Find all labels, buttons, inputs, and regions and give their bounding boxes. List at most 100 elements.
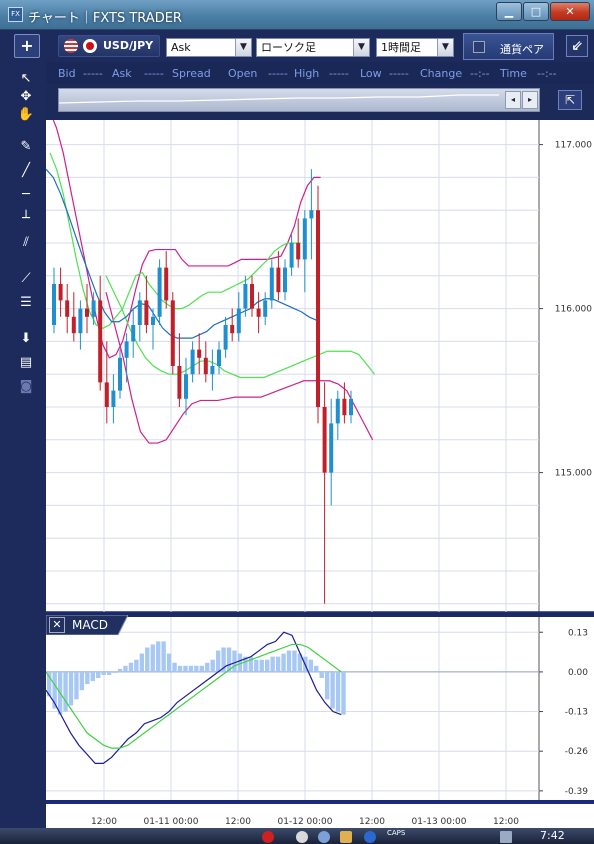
candle-body bbox=[276, 267, 281, 293]
maximize-button[interactable]: □ bbox=[523, 2, 549, 21]
currency-pair-label: USD/JPY bbox=[103, 39, 154, 52]
time-value: --:-- bbox=[470, 67, 490, 80]
drawing-toolbar: ↖ ✥ ✋ ✎ ╱ ─ ┴ ⫽ ⟋ ☰ ⬇ ▤ ◙ bbox=[0, 62, 46, 844]
macd-histogram-bar bbox=[112, 671, 117, 673]
vertical-line-icon[interactable]: ┴ bbox=[22, 211, 30, 226]
x-tick-label: 01-13 00:00 bbox=[412, 817, 467, 827]
fibonacci-icon[interactable]: ☰ bbox=[20, 295, 32, 310]
minimize-button[interactable]: ▁ bbox=[496, 2, 522, 21]
currency-pair-button[interactable]: USD/JPY bbox=[58, 35, 160, 57]
candle-body bbox=[197, 349, 202, 358]
us-flag-icon bbox=[64, 39, 78, 53]
macd-histogram-bar bbox=[314, 665, 319, 672]
help-icon[interactable] bbox=[364, 831, 376, 843]
change-value: ----- bbox=[389, 67, 409, 80]
candle-body bbox=[283, 267, 287, 293]
parallel-lines-icon[interactable]: ⫽ bbox=[23, 235, 29, 250]
candle-body bbox=[236, 308, 241, 334]
price-type-value: Ask bbox=[171, 41, 191, 54]
macd-histogram-bar bbox=[90, 671, 95, 682]
y-tick-label: 116.000 bbox=[555, 305, 592, 315]
camera-icon[interactable]: ◙ bbox=[19, 379, 33, 394]
macd-histogram-bar bbox=[106, 671, 112, 675]
ask-label: Ask bbox=[112, 67, 132, 80]
macd-histogram-bar bbox=[156, 641, 161, 672]
title-bar[interactable]: FX チャート｜FXTS TRADER ▁ □ ✕ bbox=[0, 0, 594, 30]
open-label: Open bbox=[228, 67, 258, 80]
macd-histogram-bar bbox=[139, 653, 145, 672]
macd-tick-label: 0.00 bbox=[568, 668, 588, 678]
low-value: ----- bbox=[329, 67, 349, 80]
spread-label: Spread bbox=[172, 67, 211, 80]
macd-histogram-bar bbox=[177, 665, 183, 672]
candle-body bbox=[289, 243, 294, 268]
candle-body bbox=[151, 316, 155, 325]
candle-body bbox=[256, 308, 261, 317]
scroll-left-button[interactable]: ◂ bbox=[505, 91, 521, 109]
trend-line-icon[interactable]: ╱ bbox=[22, 163, 30, 178]
crosshair-icon[interactable]: ✥ bbox=[20, 89, 32, 104]
macd-histogram-bar bbox=[188, 665, 194, 672]
macd-histogram-bar bbox=[237, 653, 243, 672]
download-icon[interactable]: ⬇ bbox=[20, 331, 32, 346]
candle-body bbox=[144, 300, 149, 325]
chart-type-select[interactable]: ローソク足 ▼ bbox=[256, 38, 370, 57]
add-chart-button[interactable]: + bbox=[14, 34, 40, 58]
macd-panel-bg bbox=[46, 617, 594, 800]
macd-histogram-bar bbox=[254, 659, 259, 672]
bid-label: Bid bbox=[58, 67, 76, 80]
macd-histogram-bar bbox=[79, 671, 85, 691]
horizontal-line-icon[interactable]: ─ bbox=[22, 187, 30, 202]
window-title: チャート｜FXTS TRADER bbox=[28, 11, 182, 26]
price-type-select[interactable]: Ask ▼ bbox=[166, 38, 252, 57]
x-tick-label: 12:00 bbox=[225, 817, 251, 827]
chart-overview-scroller[interactable]: ◂ ▸ bbox=[58, 88, 540, 112]
fan-icon[interactable]: ⟋ bbox=[21, 271, 31, 286]
candle-body bbox=[118, 357, 122, 391]
folder-icon[interactable] bbox=[340, 831, 352, 843]
goto-latest-button[interactable]: ⇱ bbox=[558, 90, 582, 110]
macd-histogram-bar bbox=[270, 656, 275, 672]
candle-body bbox=[98, 300, 103, 383]
candle-body bbox=[71, 316, 76, 334]
speaker-icon[interactable] bbox=[500, 831, 512, 843]
x-tick-label: 01-12 00:00 bbox=[278, 817, 333, 827]
candle-body bbox=[184, 374, 188, 399]
list-icon[interactable]: ▤ bbox=[19, 355, 33, 370]
change-label: Change bbox=[420, 67, 463, 80]
macd-histogram-bar bbox=[205, 662, 210, 672]
pencil-icon[interactable]: ✎ bbox=[20, 139, 32, 154]
candle-body bbox=[223, 325, 228, 350]
record-icon[interactable] bbox=[262, 831, 274, 843]
pointer-icon[interactable]: ↖ bbox=[20, 71, 32, 86]
price-chart[interactable]: 12:00 01-11 00:00 12:00 01-12 00:00 12:00 01-… bbox=[46, 120, 594, 828]
low-label: Low bbox=[360, 67, 382, 80]
macd-tick-label: -0.26 bbox=[565, 747, 589, 757]
currency-pair-toggle-button[interactable]: 通貨ペア bbox=[463, 33, 554, 60]
chart-type-value: ローソク足 bbox=[261, 41, 316, 54]
macd-histogram-bar bbox=[210, 659, 215, 672]
app-icon: FX bbox=[8, 7, 23, 22]
macd-histogram-bar bbox=[101, 671, 106, 675]
currency-pair-checkbox[interactable] bbox=[473, 41, 485, 53]
candle-body bbox=[190, 349, 195, 375]
macd-close-button[interactable]: ✕ bbox=[49, 617, 65, 633]
macd-histogram-bar bbox=[324, 671, 330, 700]
macd-tick-label: 0.13 bbox=[568, 628, 588, 638]
bollinger-inner-lower-line bbox=[105, 275, 376, 379]
macd-tick-label: -0.13 bbox=[565, 708, 588, 718]
candle-body bbox=[302, 218, 307, 260]
collapse-arrow-icon[interactable]: ⇙ bbox=[566, 35, 588, 57]
candle-body bbox=[65, 300, 70, 317]
macd-histogram-bar bbox=[232, 650, 237, 672]
close-button[interactable]: ✕ bbox=[550, 2, 590, 21]
candle-body bbox=[137, 300, 142, 325]
candle-body bbox=[164, 267, 169, 301]
macd-histogram-bar bbox=[248, 656, 254, 672]
network-icon[interactable] bbox=[296, 831, 308, 843]
period-select[interactable]: 1時間足 ▼ bbox=[376, 38, 454, 57]
hand-icon[interactable]: ✋ bbox=[17, 107, 35, 122]
scroll-right-button[interactable]: ▸ bbox=[522, 91, 538, 109]
globe-icon[interactable] bbox=[318, 831, 330, 843]
